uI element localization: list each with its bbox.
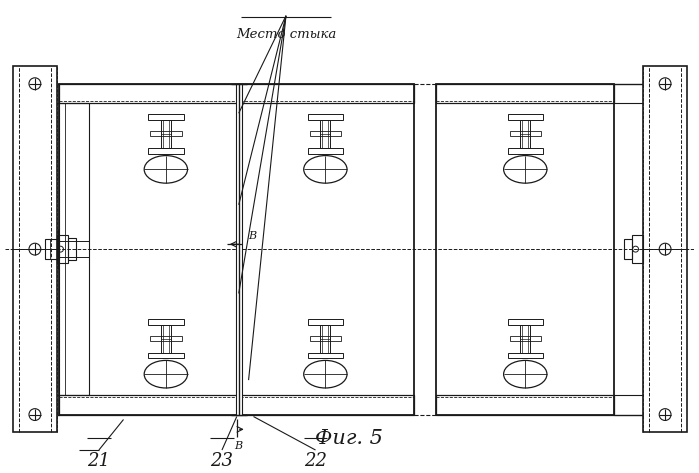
Bar bbox=[150, 131, 182, 136]
Text: Фиг. 5: Фиг. 5 bbox=[315, 429, 383, 448]
Bar bbox=[510, 131, 541, 136]
Bar bbox=[507, 148, 543, 154]
Bar bbox=[507, 352, 543, 359]
Bar bbox=[148, 114, 184, 120]
Bar bbox=[57, 236, 69, 263]
Bar bbox=[236, 84, 242, 414]
Bar bbox=[150, 336, 182, 341]
Bar bbox=[308, 319, 343, 325]
Bar bbox=[632, 236, 644, 263]
Text: Место стыка: Место стыка bbox=[236, 27, 336, 41]
Bar bbox=[13, 66, 57, 432]
Bar bbox=[59, 84, 414, 104]
Bar bbox=[520, 325, 531, 352]
Bar bbox=[435, 395, 614, 414]
Bar bbox=[507, 319, 543, 325]
Bar bbox=[624, 239, 632, 259]
Bar bbox=[308, 114, 343, 120]
Bar bbox=[59, 84, 414, 414]
Bar bbox=[148, 148, 184, 154]
Text: 23: 23 bbox=[210, 452, 233, 470]
Bar bbox=[644, 66, 687, 432]
Bar bbox=[520, 120, 531, 148]
Text: В: В bbox=[235, 441, 243, 451]
Text: 21: 21 bbox=[87, 452, 110, 470]
Bar bbox=[308, 352, 343, 359]
Bar bbox=[148, 352, 184, 359]
Bar bbox=[148, 319, 184, 325]
Bar bbox=[59, 104, 89, 395]
Bar bbox=[320, 120, 331, 148]
Bar bbox=[435, 84, 614, 104]
Bar bbox=[320, 325, 331, 352]
Bar bbox=[507, 114, 543, 120]
Bar bbox=[510, 336, 541, 341]
Text: 22: 22 bbox=[304, 452, 327, 470]
Bar bbox=[161, 120, 171, 148]
Bar bbox=[45, 239, 59, 259]
Bar bbox=[161, 325, 171, 352]
Bar bbox=[69, 238, 76, 260]
Bar bbox=[310, 336, 341, 341]
Bar bbox=[310, 131, 341, 136]
Text: В: В bbox=[249, 231, 257, 241]
Bar bbox=[435, 84, 614, 414]
Bar bbox=[59, 395, 414, 414]
Bar bbox=[308, 148, 343, 154]
